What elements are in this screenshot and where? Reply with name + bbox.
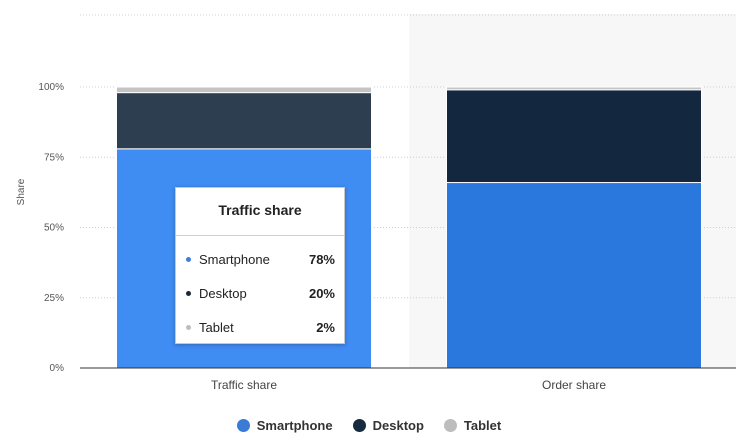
legend-item-desktop[interactable]: Desktop [352,418,424,433]
bar-desktop[interactable] [116,92,372,150]
legend: Smartphone Desktop Tablet [0,418,738,433]
y-tick-label: 100% [38,82,64,93]
bar-tablet[interactable] [446,86,702,91]
legend-label: Tablet [463,418,502,433]
legend-label: Desktop [372,418,424,433]
tooltip-divider [176,235,344,236]
tooltip-row-name: Desktop [199,286,247,301]
tooltip-row-smartphone: Smartphone 78% [176,250,344,270]
y-tick-label: 50% [44,223,64,234]
bars [116,86,702,369]
bar-desktop[interactable] [446,89,702,184]
y-tick-label: 0% [50,363,65,374]
y-tick-label: 75% [44,152,64,163]
y-axis-label: Share [16,178,27,205]
x-category-label: Traffic share [211,378,277,392]
tooltip-row-name: Tablet [199,320,234,335]
y-tick-label: 25% [44,293,64,304]
desktop-dot-icon [186,291,191,296]
legend-label: Smartphone [256,418,333,433]
tooltip: Traffic share Smartphone 78% Desktop 20%… [175,187,345,344]
tablet-circle-icon [443,419,457,432]
legend-item-tablet[interactable]: Tablet [443,418,502,433]
smartphone-circle-icon [236,419,250,432]
smartphone-dot-icon [186,257,191,262]
tooltip-row-value: 2% [316,320,335,335]
tooltip-title: Traffic share [218,202,302,218]
bar-tablet[interactable] [116,86,372,94]
tablet-dot-icon [186,325,191,330]
tooltip-row-name: Smartphone [199,252,270,267]
x-axis-categories: Traffic share Order share [211,378,606,392]
x-category-label: Order share [542,378,606,392]
y-axis-ticks: 0% 25% 50% 75% 100% [38,82,64,374]
bar-smartphone[interactable] [446,182,702,369]
desktop-circle-icon [352,419,366,432]
tooltip-row-tablet: Tablet 2% [176,318,344,338]
tooltip-row-desktop: Desktop 20% [176,284,344,304]
tooltip-row-value: 78% [308,252,335,267]
tooltip-row-value: 20% [308,286,335,301]
legend-item-smartphone[interactable]: Smartphone [236,418,333,433]
